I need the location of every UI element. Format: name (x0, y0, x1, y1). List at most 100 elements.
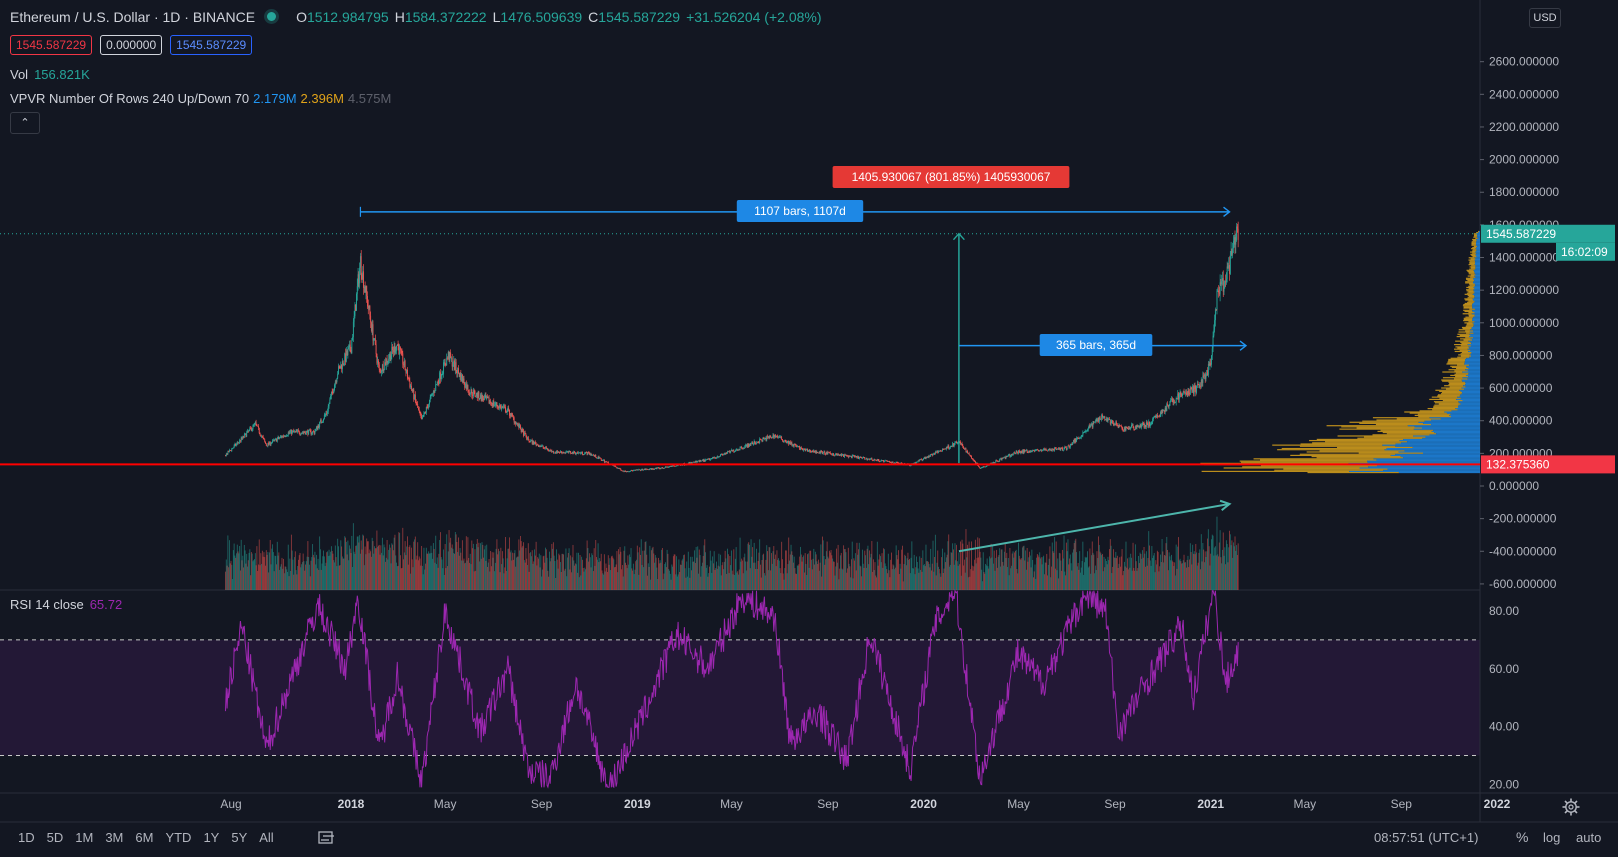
candle-body (927, 456, 929, 458)
vpvr-down-row (1450, 374, 1466, 377)
vpvr-down-row (1454, 348, 1468, 350)
volume-bar (1032, 559, 1034, 590)
range-3m[interactable]: 3M (105, 830, 124, 845)
date-range-365[interactable]: 365 bars, 365d (958, 334, 1248, 356)
vpvr-down-row (1380, 429, 1434, 431)
vpvr-up-row (1390, 454, 1480, 457)
price-range-box[interactable] (832, 166, 1070, 188)
collapse-legend-button[interactable]: ⌃ (10, 112, 40, 134)
candle-body (352, 321, 354, 338)
volume-bar (1223, 555, 1225, 590)
symbol-title[interactable]: Ethereum / U.S. Dollar · 1D · BINANCE (10, 9, 256, 25)
candle-body (676, 465, 678, 467)
candle-body (948, 445, 950, 449)
rsi-legend[interactable]: RSI 14 close 65.72 (10, 597, 122, 612)
vpvr-down-row (1472, 238, 1477, 241)
log-scale-button[interactable]: log (1543, 830, 1561, 845)
vpvr-down-row (1468, 321, 1475, 323)
volume-trend-arrow[interactable] (958, 499, 1232, 553)
volume-bar (948, 534, 950, 590)
volume-bar (809, 550, 811, 590)
candle-body (1160, 411, 1162, 415)
rsi-line[interactable] (225, 589, 1239, 789)
candle-body (299, 433, 301, 435)
buy-price-button[interactable]: 1545.587229 (170, 35, 253, 55)
volume-bar (1145, 566, 1147, 590)
vpvr-legend[interactable]: VPVR Number Of Rows 240 Up/Down 70 2.179M… (10, 91, 391, 106)
volume-bar (492, 557, 494, 590)
volume-bar (1032, 577, 1034, 590)
candle-body (242, 436, 244, 439)
candle-body (1007, 454, 1009, 457)
volume-bar (525, 548, 527, 590)
volume-bar (611, 555, 613, 590)
volume-bar (239, 546, 241, 590)
vpvr-up-row (1475, 260, 1480, 262)
range-5y[interactable]: 5Y (231, 830, 248, 845)
arrow-head (1219, 499, 1232, 511)
candle-body (1232, 248, 1234, 255)
candle-body (861, 457, 863, 459)
date-range-1107[interactable]: 1107 bars, 1107d (359, 200, 1231, 222)
candle-body (338, 366, 340, 368)
range-1y[interactable]: 1Y (203, 830, 220, 845)
range-1d[interactable]: 1D (18, 830, 35, 845)
volume-bar (1195, 543, 1197, 590)
price-tick-label: 2600.000000 (1489, 55, 1559, 69)
range-all[interactable]: All (259, 830, 274, 845)
volume-bar (279, 566, 281, 590)
volume-bar (861, 576, 863, 590)
range-5d[interactable]: 5D (46, 830, 64, 845)
low-value: 1476.509639 (500, 9, 583, 25)
candle-body (318, 425, 320, 428)
volume-bar (760, 577, 762, 590)
percent-scale-button[interactable]: % (1516, 829, 1529, 845)
range-1m[interactable]: 1M (75, 830, 94, 845)
time-axis[interactable]: Aug 2018 May Sep 2019 May Sep 2020 May Sep 2021 May… (220, 797, 1510, 811)
candle-body (263, 437, 265, 440)
date-range-365-box[interactable] (1039, 334, 1153, 356)
volume-bar (859, 565, 861, 590)
volume-bar (1164, 555, 1166, 590)
volume-legend[interactable]: Vol 156.821K (10, 67, 90, 82)
price-range-measure[interactable]: 1405.930067 (801.85%) 1405930067 (832, 166, 1070, 464)
sell-price-button[interactable]: 1545.587229 (10, 35, 93, 55)
volume-bar (1026, 547, 1028, 590)
range-ytd[interactable]: YTD (165, 830, 192, 845)
volume-bar (272, 552, 274, 590)
auto-scale-button[interactable]: auto (1576, 830, 1602, 845)
volume-bar (285, 566, 287, 590)
candle-body (799, 446, 801, 450)
range-6m[interactable]: 6M (135, 830, 154, 845)
vpvr-up-row (1457, 396, 1480, 398)
vpvr-up-row (1472, 304, 1480, 306)
candle-body (603, 460, 605, 461)
candle-body (524, 432, 526, 435)
currency-button[interactable]: USD (1529, 8, 1561, 28)
volume-bar (522, 545, 524, 590)
compare-icon[interactable] (318, 830, 336, 846)
candle-body (1201, 379, 1203, 383)
candle-body (628, 471, 630, 473)
volume-bar (839, 568, 841, 590)
candle-body (525, 434, 527, 437)
candle-body (1098, 417, 1099, 422)
volume-bar (1160, 562, 1162, 590)
volume-bar (810, 550, 812, 590)
candle-body (416, 403, 418, 405)
volume-bar (553, 555, 555, 590)
volume-bar (559, 562, 561, 590)
clock[interactable]: 08:57:51 (UTC+1) (1374, 830, 1479, 845)
volume-bar (916, 556, 918, 590)
volume-bar (589, 553, 590, 590)
volume-bar (487, 566, 488, 590)
price-tick-label: 1400.000000 (1489, 251, 1559, 265)
gear-icon[interactable] (1561, 797, 1581, 817)
candle-body (1009, 454, 1011, 457)
date-range-1107-box[interactable] (736, 200, 864, 222)
volume-bar (1044, 562, 1046, 590)
candle-body (1020, 451, 1022, 454)
volume-bar (724, 550, 726, 590)
